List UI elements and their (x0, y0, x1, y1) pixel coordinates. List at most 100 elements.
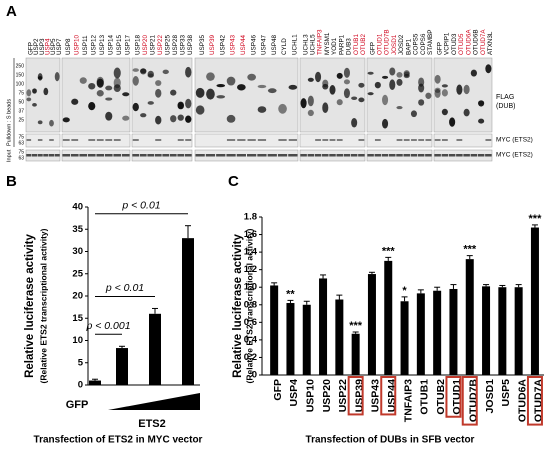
lane-label: USP18 (134, 35, 141, 55)
lane-label: USP42 (219, 35, 226, 55)
y-tick-label: 0 (252, 370, 257, 381)
blot-band (132, 154, 140, 157)
blot-band (49, 139, 54, 141)
blot-band (226, 154, 236, 157)
bar (384, 260, 393, 375)
bar (182, 238, 194, 385)
bar (286, 303, 295, 375)
blot-band (336, 99, 343, 106)
blot-band (410, 154, 418, 157)
blot-band (96, 139, 104, 141)
blot-band (441, 108, 448, 116)
blot-band (177, 139, 184, 141)
blot-band (206, 72, 215, 81)
significance: *** (349, 320, 363, 332)
lane-label: USP20 (142, 35, 149, 55)
lane-label: USP22 (157, 35, 164, 55)
blot-band (322, 83, 329, 90)
blot-panel (194, 149, 299, 162)
comparison-label: p < 0.001 (85, 320, 130, 332)
blot-band (485, 154, 492, 157)
bar (319, 278, 328, 375)
blot-band (226, 114, 236, 123)
blot-panel (25, 149, 61, 162)
significance: *** (529, 213, 543, 225)
bar (270, 285, 279, 375)
blot-band (300, 98, 307, 109)
lane-label: MYSM1 (324, 32, 331, 55)
blot-band (147, 101, 154, 105)
blot-band (105, 85, 113, 91)
lane-label: USP11 (82, 35, 89, 55)
blot-band (288, 139, 297, 141)
blot-band (79, 77, 87, 84)
y-tick-label: 20 (72, 291, 83, 302)
blot-band (88, 139, 96, 141)
blot-band (122, 115, 130, 121)
blot-band (329, 139, 336, 141)
side-label: Pulldown : S beads (6, 99, 12, 146)
blot-band (237, 139, 246, 141)
blot-band (195, 154, 205, 157)
significance: *** (382, 245, 396, 257)
blot-band (389, 79, 396, 91)
significance: * (402, 285, 407, 297)
mw-label: 75 (18, 134, 24, 140)
mw-label: 250 (16, 63, 25, 69)
dose-triangle (108, 393, 200, 410)
blot-band (185, 139, 192, 141)
y-tick-label: 5 (78, 357, 84, 368)
blot-band (358, 97, 365, 103)
blot-band (147, 154, 155, 157)
bar (433, 290, 442, 375)
blot-band (441, 84, 448, 88)
blot-band (463, 154, 470, 157)
blot-band (288, 84, 298, 90)
blot-band (139, 154, 147, 157)
y-axis-title: (Relative ETS2 transcriptional activity) (244, 228, 254, 383)
blot-band (177, 102, 184, 110)
blot-band (195, 87, 205, 98)
blot-band (71, 98, 79, 105)
blot-band (358, 82, 365, 88)
bar (482, 286, 491, 375)
blot-band (226, 76, 236, 86)
blot-band (382, 118, 389, 129)
blot-band (336, 154, 343, 157)
y-tick-label: 0.6 (244, 317, 257, 328)
lane-label: USP38 (187, 35, 194, 55)
blot-band (154, 154, 162, 157)
bar (149, 313, 161, 385)
blot-band (425, 139, 432, 141)
bar (465, 259, 474, 375)
blot-band (37, 154, 43, 157)
blot-band (105, 111, 113, 121)
bar (514, 287, 523, 375)
blot-band (105, 139, 113, 141)
blot-band (470, 69, 477, 77)
panel-letter: C (228, 173, 239, 190)
blot-band (169, 154, 177, 157)
lane-label: USP5 (50, 38, 57, 55)
blot-band (247, 154, 257, 157)
blot-band (382, 94, 389, 106)
blot-band (278, 139, 287, 141)
blot-band (456, 154, 463, 157)
blot-band (226, 139, 236, 141)
bar (302, 304, 311, 375)
blot-band (314, 154, 322, 157)
blot-band (62, 154, 71, 157)
blot-band (478, 118, 485, 124)
bar (416, 293, 425, 375)
blot-band (396, 106, 403, 110)
blot-band (140, 113, 147, 118)
blot-band (278, 103, 287, 114)
blot-band (79, 154, 88, 157)
blot-band (31, 154, 38, 157)
blot-panel (25, 57, 61, 133)
highlight-box (526, 376, 543, 426)
lane-label: USP12 (90, 35, 97, 55)
y-tick-label: 0.2 (244, 352, 257, 363)
blot-band (336, 72, 343, 79)
blot-band (456, 84, 463, 95)
